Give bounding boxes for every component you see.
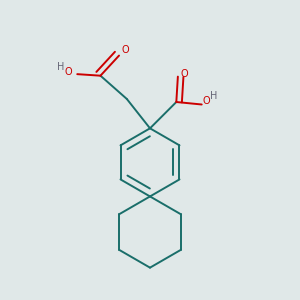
Text: O: O <box>122 45 129 55</box>
Text: O: O <box>202 96 210 106</box>
Text: O: O <box>180 68 188 79</box>
Text: O: O <box>65 67 73 77</box>
Text: H: H <box>57 62 64 72</box>
Text: H: H <box>210 91 217 101</box>
